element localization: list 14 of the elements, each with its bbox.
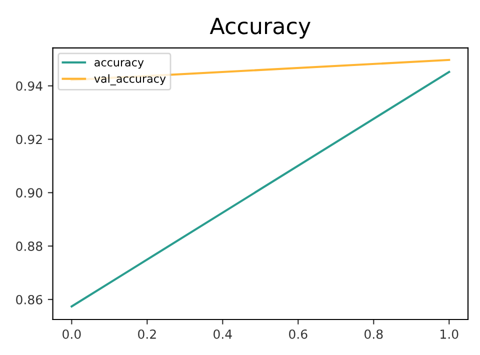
y-tick-label: 0.94 <box>16 81 42 91</box>
y-tick-label: 0.86 <box>16 294 42 304</box>
chart-title: Accuracy <box>210 18 310 39</box>
y-tick-label: 0.88 <box>16 242 42 251</box>
x-tick-label: 0.4 <box>214 329 232 339</box>
y-tick-label: 0.92 <box>16 134 42 144</box>
y-tick-label: 0.90 <box>16 188 42 198</box>
x-tick-label: 0.2 <box>138 329 156 339</box>
x-tick-label: 0.0 <box>62 329 81 339</box>
legend-label: accuracy <box>94 60 144 69</box>
x-tick-label: 1.0 <box>440 329 458 339</box>
legend-label: val_accuracy <box>94 74 166 86</box>
x-tick-label: 0.8 <box>364 329 383 339</box>
x-tick-label: 0.6 <box>289 329 308 339</box>
